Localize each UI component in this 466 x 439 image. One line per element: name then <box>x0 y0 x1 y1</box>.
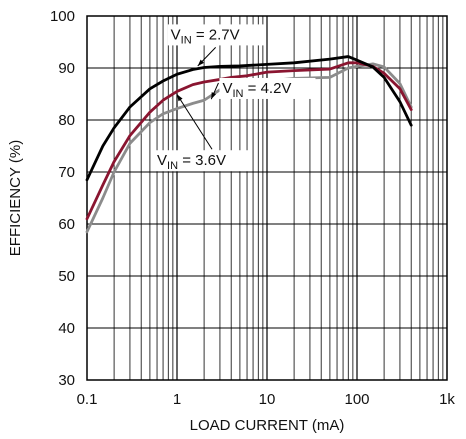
annotation-background <box>219 77 316 99</box>
y-tick-label: 60 <box>58 216 75 233</box>
y-tick-label: 70 <box>58 164 75 181</box>
x-tick-label: 100 <box>344 391 369 408</box>
y-axis-label: EFFICIENCY (%) <box>7 140 24 256</box>
x-tick-label: 1k <box>439 391 455 408</box>
x-tick-label: 10 <box>259 391 276 408</box>
series-annotation: VIN = 3.6V <box>157 152 226 172</box>
y-tick-label: 40 <box>58 320 75 337</box>
series-annotation: VIN = 4.2V <box>222 80 291 100</box>
grid <box>87 16 447 380</box>
series-annotation: VIN = 2.7V <box>171 26 240 46</box>
annotation-arrowhead <box>177 94 183 102</box>
annotation-arrowhead <box>197 59 205 66</box>
y-tick-label: 90 <box>58 60 75 77</box>
y-tick-label: 100 <box>50 8 75 25</box>
annotation-arrowhead <box>211 92 217 100</box>
plot-frame <box>86 15 448 381</box>
tick-labels: 30 40 50 60 70 80 90 100 0.1 1 10 100 1k <box>50 8 455 408</box>
y-tick-label: 80 <box>58 112 75 129</box>
y-tick-label: 30 <box>58 372 75 389</box>
series-line <box>85 55 413 182</box>
y-tick-label: 50 <box>58 268 75 285</box>
x-axis-label: LOAD CURRENT (mA) <box>190 417 345 434</box>
annotation-background <box>154 150 251 172</box>
annotation-background <box>167 24 264 46</box>
annotation-layer: VIN = 2.7V VIN = 4.2V VIN = 3.6V <box>154 24 316 172</box>
annotation-leader-line <box>176 94 213 150</box>
x-tick-label: 1 <box>173 391 181 408</box>
x-tick-label: 0.1 <box>77 391 98 408</box>
